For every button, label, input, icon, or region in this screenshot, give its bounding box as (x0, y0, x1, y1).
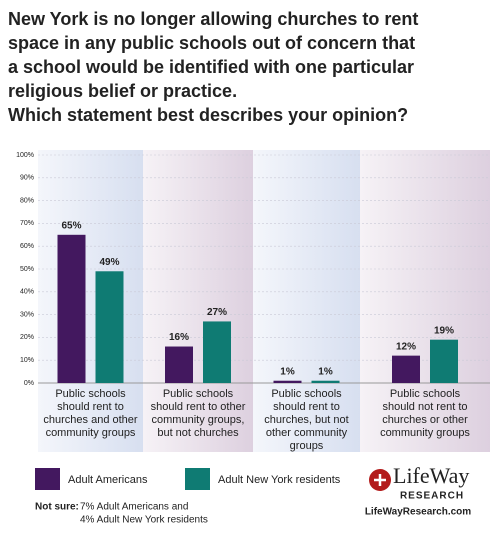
y-tick-label: 30% (20, 311, 34, 318)
y-tick-label: 50% (20, 266, 34, 273)
y-tick-label: 90% (20, 175, 34, 182)
y-tick-label: 20% (20, 334, 34, 341)
data-label: 1% (318, 366, 333, 377)
logo-sub: RESEARCH (400, 491, 464, 502)
legend-swatch (35, 468, 60, 490)
x-tick-label-box: Public schools should not rent to church… (380, 388, 470, 439)
bar (311, 380, 340, 383)
y-tick-label: 60% (20, 243, 34, 250)
x-tick-label: Public schools should rent to other comm… (150, 388, 246, 439)
y-tick-label: 10% (20, 357, 34, 364)
y-tick-label: 0% (24, 380, 34, 387)
data-label: 19% (434, 325, 454, 336)
chart-title: New York is no longer allowing churches … (8, 9, 418, 29)
chart-title: religious belief or practice. (8, 81, 237, 101)
data-label: 27% (207, 307, 227, 318)
plot: 0% 10% 20% 30% 40% 50% 60% 70% 80% 90% 100% 65% 49% P… (16, 152, 490, 452)
bar (203, 321, 231, 383)
chart-title: a school would be identified with one pa… (8, 57, 414, 77)
y-tick-label: 70% (20, 220, 34, 227)
x-tick-label-box: Public schools should rent to other comm… (150, 388, 246, 439)
bar (273, 380, 302, 383)
bar (392, 355, 420, 383)
data-label: 16% (169, 332, 189, 343)
x-tick-label-box: Public schools should rent to churches, … (264, 388, 349, 452)
data-label: 12% (396, 341, 416, 352)
bar (57, 234, 86, 383)
note-line: 4% Adult New York residents (80, 515, 208, 526)
bar (165, 346, 193, 383)
chart-title: Which statement best describes your opin… (8, 105, 408, 125)
legend-label: Adult New York residents (218, 474, 341, 486)
y-tick-label: 100% (16, 152, 34, 159)
column-band (360, 150, 490, 452)
logo-cross (374, 474, 386, 486)
note-label: Not sure: (35, 502, 79, 513)
y-tick-label: 40% (20, 289, 34, 296)
legend-swatch (185, 468, 210, 490)
chart-title: space in any public schools out of conce… (8, 33, 415, 53)
source-url: LifeWayResearch.com (365, 507, 471, 518)
x-tick-label: Public schools should rent to churches a… (43, 388, 138, 439)
data-label: 49% (99, 257, 119, 268)
bar (95, 271, 124, 383)
legend-label: Adult Americans (68, 474, 148, 486)
bar (430, 339, 458, 383)
note-line: 7% Adult Americans and (80, 502, 188, 513)
y-tick-label: 80% (20, 197, 34, 204)
x-tick-label: Public schools should rent to churches, … (264, 388, 349, 452)
data-label: 1% (280, 366, 295, 377)
logo-name: LifeWay (393, 463, 469, 488)
data-label: 65% (61, 220, 81, 231)
x-tick-label: Public schools should not rent to church… (380, 388, 470, 439)
x-tick-label-box: Public schools should rent to churches a… (43, 388, 138, 439)
